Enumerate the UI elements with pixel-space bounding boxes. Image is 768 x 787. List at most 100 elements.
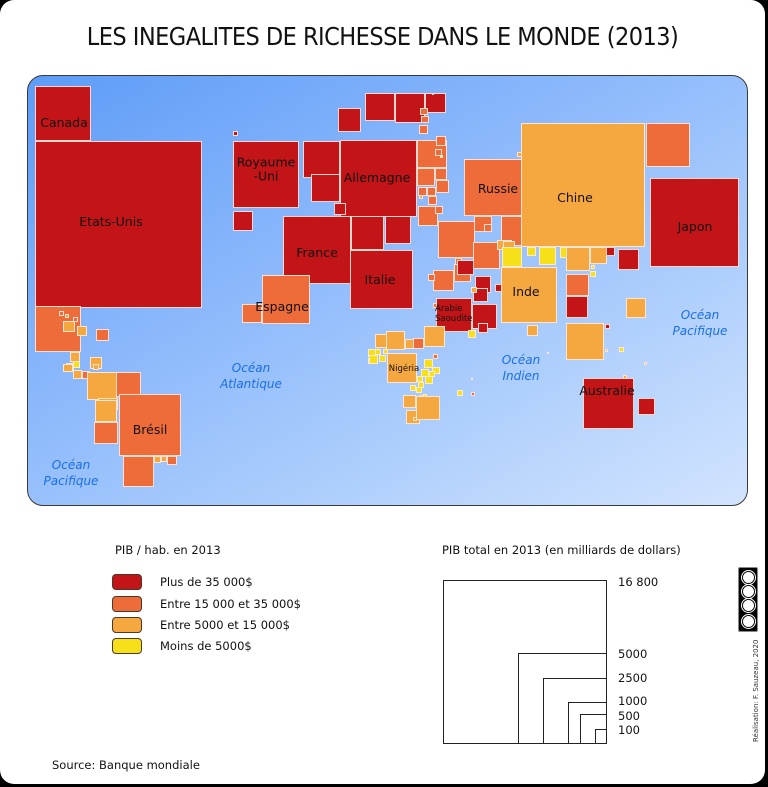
country-uk bbox=[233, 141, 299, 208]
label-usa: Etats-Unis bbox=[79, 213, 143, 229]
country-small bbox=[369, 355, 378, 364]
country-small bbox=[433, 354, 438, 359]
country-china bbox=[521, 123, 645, 247]
label-uk: Royaume-Uni bbox=[236, 154, 296, 184]
country-taiwan bbox=[618, 249, 639, 270]
country-small bbox=[478, 323, 488, 333]
country-algeria bbox=[386, 331, 405, 350]
country-small bbox=[167, 456, 177, 465]
country-small bbox=[590, 247, 607, 264]
legend-label: Entre 5000 et 15 000$ bbox=[160, 618, 290, 632]
country-small bbox=[517, 152, 522, 157]
country-small bbox=[436, 136, 446, 146]
country-small bbox=[73, 361, 80, 368]
label-indian-ocean: Océan Indien bbox=[501, 352, 541, 383]
legend-item: Entre 5000 et 15 000$ bbox=[112, 616, 290, 634]
country-small bbox=[410, 385, 416, 391]
country-pakistan bbox=[502, 247, 522, 267]
country-small bbox=[484, 224, 492, 232]
country-small bbox=[471, 378, 473, 380]
country-australia bbox=[583, 378, 634, 429]
country-thailand bbox=[566, 247, 590, 271]
label-italy: Italie bbox=[364, 271, 396, 287]
country-small bbox=[457, 260, 474, 275]
author-credit: Réalisation: F. Sauzeau, 2020 bbox=[752, 639, 760, 742]
country-small bbox=[233, 131, 238, 136]
country-nigeria bbox=[387, 353, 417, 383]
country-italy bbox=[350, 250, 413, 309]
country-small bbox=[591, 265, 595, 269]
country-spain bbox=[262, 275, 310, 324]
legend-swatch-yellow bbox=[112, 638, 142, 654]
label-china: Chine bbox=[557, 189, 593, 205]
country-denmark bbox=[385, 216, 411, 244]
country-small bbox=[429, 371, 435, 377]
country-austria bbox=[351, 216, 384, 250]
country-small bbox=[59, 311, 64, 316]
by-icon bbox=[741, 598, 756, 613]
country-small bbox=[605, 324, 610, 329]
country-small bbox=[93, 364, 99, 370]
country-france bbox=[283, 216, 351, 284]
legend-item: Moins de 5000$ bbox=[112, 637, 252, 655]
country-small bbox=[417, 376, 423, 382]
country-finland bbox=[425, 93, 446, 113]
country-small bbox=[428, 196, 437, 205]
country-egypt bbox=[424, 326, 445, 347]
country-srilanka bbox=[527, 325, 538, 336]
country-small bbox=[94, 422, 118, 444]
label-nigeria: Nigéria bbox=[388, 364, 420, 375]
country-norway bbox=[365, 93, 395, 121]
country-small bbox=[379, 355, 386, 362]
label-atlantic-ocean: Océan Atlantique bbox=[220, 360, 282, 391]
legend-swatch-light-orange bbox=[112, 617, 142, 633]
country-indonesia bbox=[566, 323, 604, 360]
country-small bbox=[413, 417, 417, 421]
legend-value: 5000 bbox=[618, 647, 648, 661]
country-small bbox=[433, 270, 454, 291]
country-small bbox=[63, 321, 75, 332]
country-small bbox=[428, 274, 435, 281]
country-small bbox=[432, 93, 434, 95]
country-small bbox=[457, 390, 463, 396]
country-netherlands bbox=[303, 141, 340, 178]
label-india: Inde bbox=[512, 283, 540, 299]
country-small bbox=[403, 395, 416, 408]
cc-icon bbox=[741, 614, 756, 629]
country-germany bbox=[340, 140, 417, 217]
country-small bbox=[425, 376, 433, 384]
country-bangladesh bbox=[539, 247, 556, 265]
legend-value: 2500 bbox=[618, 671, 648, 685]
country-small bbox=[468, 330, 476, 338]
country-small bbox=[623, 375, 627, 379]
country-small bbox=[644, 362, 647, 365]
country-small bbox=[435, 149, 442, 156]
legend-label: Entre 15 000 et 35 000$ bbox=[160, 597, 301, 611]
country-ireland bbox=[233, 211, 253, 231]
country-small bbox=[420, 108, 428, 115]
country-small bbox=[435, 168, 447, 180]
legend-value: 16 800 bbox=[618, 575, 659, 589]
country-small bbox=[154, 456, 161, 463]
country-korea bbox=[646, 123, 690, 167]
country-india bbox=[501, 267, 557, 323]
nc-icon bbox=[741, 584, 756, 599]
legend-label: Plus de 35 000$ bbox=[160, 575, 253, 589]
country-singapore bbox=[566, 296, 588, 318]
legend-label: Moins de 5000$ bbox=[160, 639, 252, 653]
label-russia: Russie bbox=[477, 180, 519, 196]
country-small bbox=[73, 317, 78, 322]
legend-swatch-red bbox=[112, 574, 142, 590]
country-small bbox=[619, 347, 624, 352]
label-pacific-ocean-east: Océan Pacifique bbox=[672, 307, 728, 338]
legend-gdp-per-capita-title: PIB / hab. en 2013 bbox=[115, 543, 221, 557]
label-japan: Japon bbox=[677, 218, 713, 234]
country-small bbox=[417, 168, 435, 186]
legend-value: 500 bbox=[618, 709, 640, 723]
country-small bbox=[435, 206, 443, 214]
country-russia bbox=[464, 159, 522, 216]
country-canada bbox=[35, 86, 91, 141]
country-libya bbox=[413, 338, 424, 349]
legend-item: Entre 15 000 et 35 000$ bbox=[112, 595, 301, 613]
country-small bbox=[421, 116, 429, 123]
